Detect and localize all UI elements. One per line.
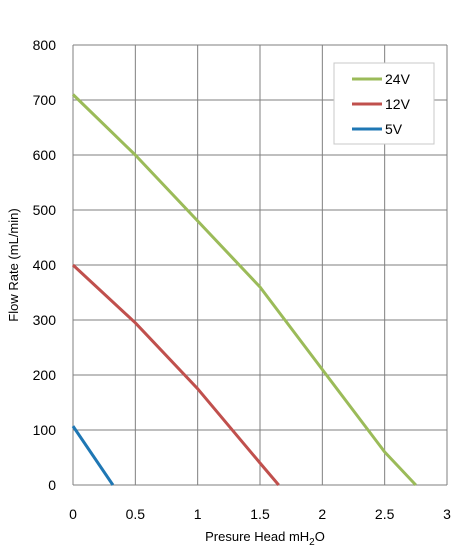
x-tick-label: 0: [69, 506, 77, 522]
legend-label-12v: 12V: [385, 96, 411, 112]
y-tick-label: 800: [33, 37, 57, 53]
y-axis-title: Flow Rate (mL/min): [6, 208, 21, 321]
x-tick-label: 0.5: [126, 506, 146, 522]
series-line-24v: [71, 93, 417, 487]
grid-lines: [72, 44, 448, 486]
y-tick-label: 200: [33, 367, 57, 383]
series-line-12v: [71, 263, 280, 486]
legend-label-24v: 24V: [385, 71, 411, 87]
x-axis-title: Presure Head mH2O: [205, 529, 325, 548]
x-tick-label: 2.5: [375, 506, 395, 522]
y-tick-label: 700: [33, 92, 57, 108]
y-tick-label: 0: [48, 477, 56, 493]
x-tick-label: 1: [194, 506, 202, 522]
y-axis-ticks: 0 100 200 300 400 500 600 700 800: [33, 37, 57, 493]
y-tick-label: 300: [33, 312, 57, 328]
x-axis-ticks: 0 0.5 1 1.5 2 2.5 3: [69, 506, 451, 522]
y-tick-label: 400: [33, 257, 57, 273]
y-tick-label: 500: [33, 202, 57, 218]
legend: 24V 12V 5V: [333, 62, 435, 145]
series-lines: [71, 93, 417, 487]
legend-label-5v: 5V: [385, 121, 403, 137]
x-tick-label: 3: [443, 506, 451, 522]
y-tick-label: 600: [33, 147, 57, 163]
series-line-5v: [71, 425, 115, 486]
y-tick-label: 100: [33, 422, 57, 438]
x-tick-label: 2: [318, 506, 326, 522]
legend-box: [333, 62, 435, 145]
x-tick-label: 1.5: [250, 506, 270, 522]
